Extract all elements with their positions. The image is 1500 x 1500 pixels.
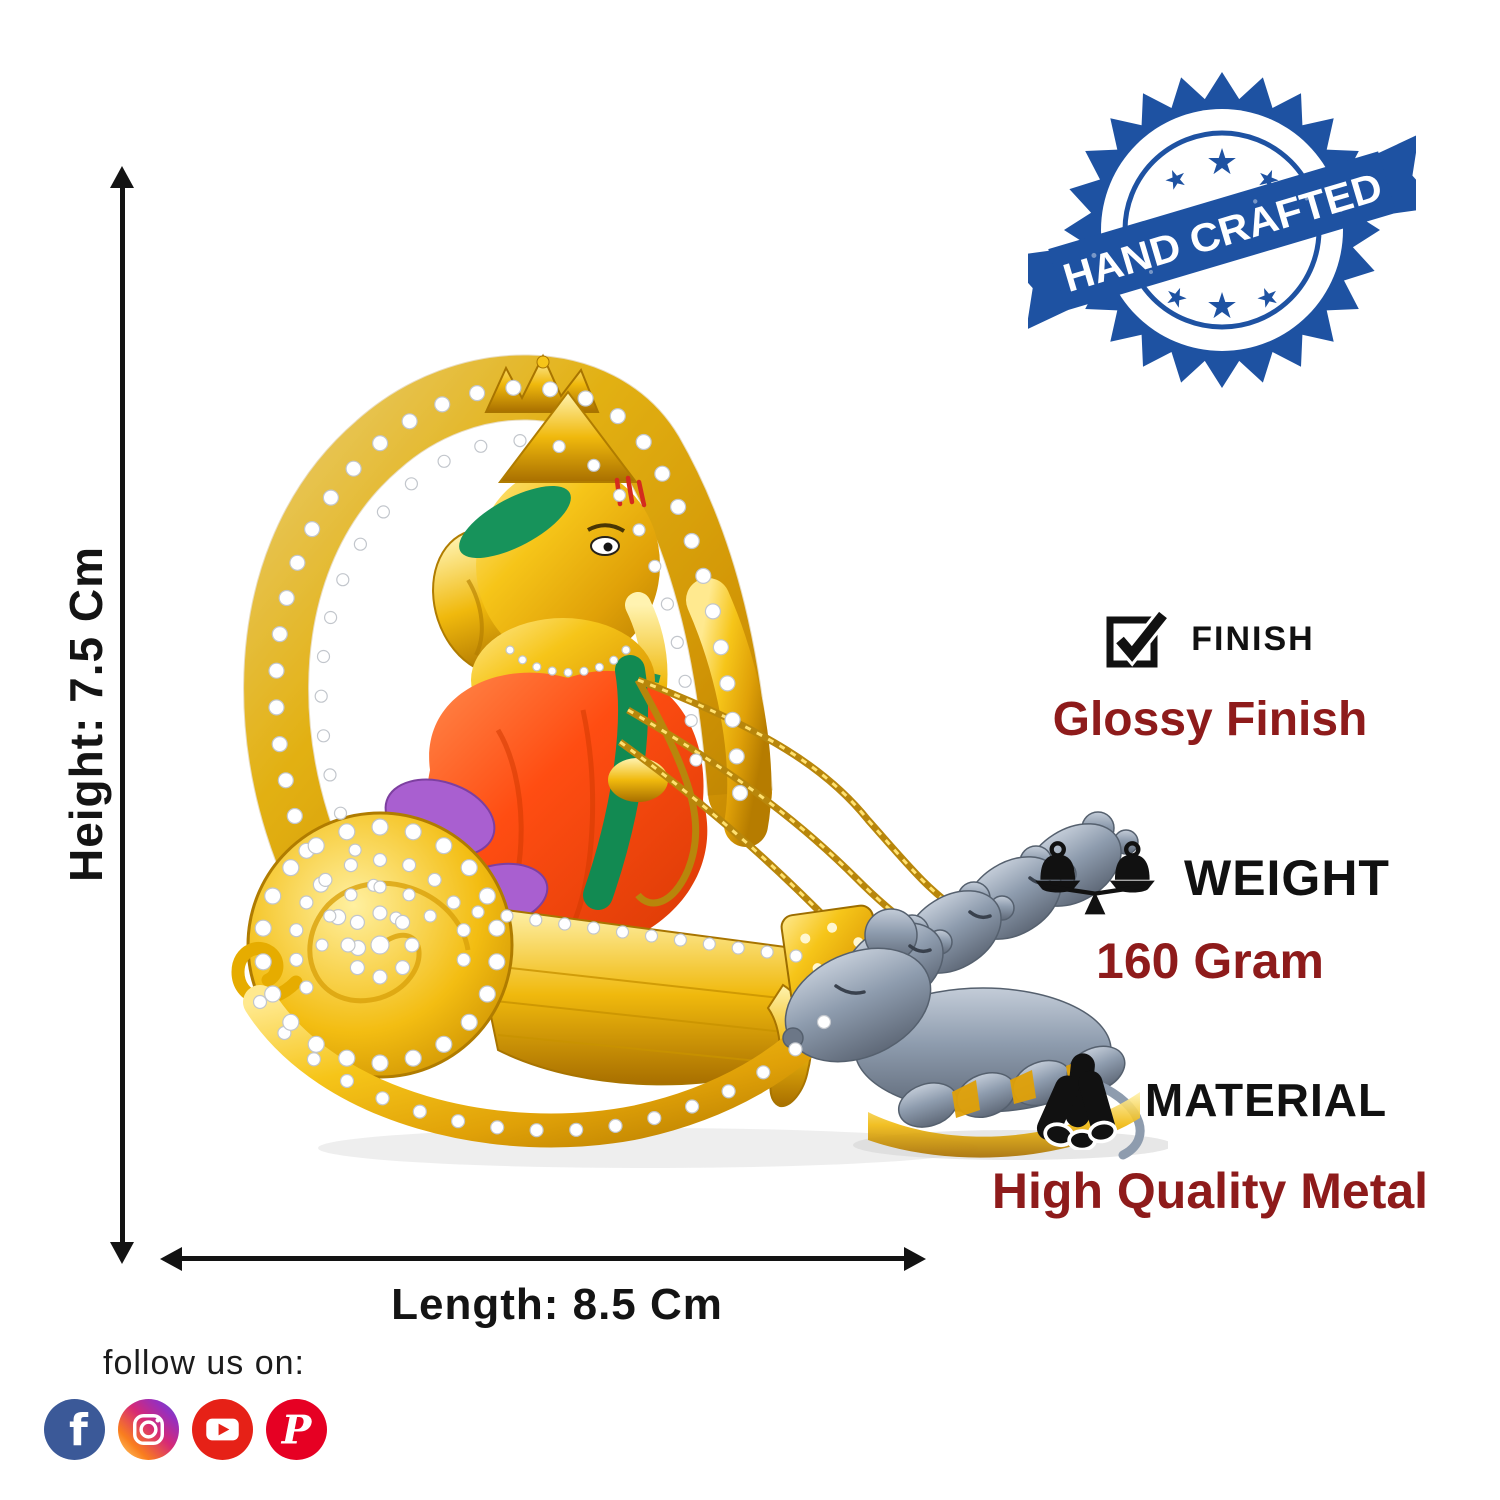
product-photo	[231, 353, 1168, 1168]
material-label: MATERIAL	[1144, 1074, 1388, 1126]
svg-text:★: ★	[1206, 142, 1238, 183]
checkbox-icon	[1106, 610, 1168, 668]
social-heading: follow us on:	[103, 1344, 305, 1382]
svg-text:★: ★	[1206, 286, 1238, 327]
finish-value: Glossy Finish	[1052, 693, 1368, 746]
social-links: f P	[44, 1399, 327, 1460]
pinterest-icon[interactable]: P	[266, 1399, 327, 1460]
metal-pipes-icon	[1036, 1053, 1118, 1150]
youtube-icon[interactable]	[192, 1399, 253, 1460]
height-arrow-top	[110, 166, 134, 188]
weight-value: 160 Gram	[1096, 933, 1324, 989]
height-arrow-bottom	[110, 1242, 134, 1264]
height-dimension-arrow	[120, 186, 125, 1244]
material-value: High Quality Metal	[991, 1163, 1429, 1219]
length-arrow-right	[904, 1247, 926, 1271]
svg-text:f: f	[69, 1406, 89, 1456]
feature-material: MATERIAL High Quality Metal	[950, 1050, 1470, 1220]
crystal-studs	[252, 379, 832, 1138]
balance-scale-icon	[1035, 841, 1155, 915]
feature-weight: WEIGHT 160 Gram	[950, 838, 1470, 990]
instagram-icon[interactable]	[118, 1399, 179, 1460]
length-arrow-left	[160, 1247, 182, 1271]
length-label: Length: 8.5 Cm	[391, 1280, 723, 1329]
handcrafted-badge: ★ ★ ★ ★ ★ ★ HAND CRAFTED	[1028, 72, 1416, 388]
finish-label: FINISH	[1191, 619, 1315, 658]
weight-label: WEIGHT	[1184, 850, 1390, 906]
feature-finish: FINISH Glossy Finish	[950, 608, 1470, 747]
facebook-icon[interactable]: f	[44, 1399, 105, 1460]
svg-text:P: P	[281, 1407, 313, 1453]
height-label: Height: 7.5 Cm	[60, 545, 112, 883]
length-dimension-arrow	[182, 1256, 904, 1261]
